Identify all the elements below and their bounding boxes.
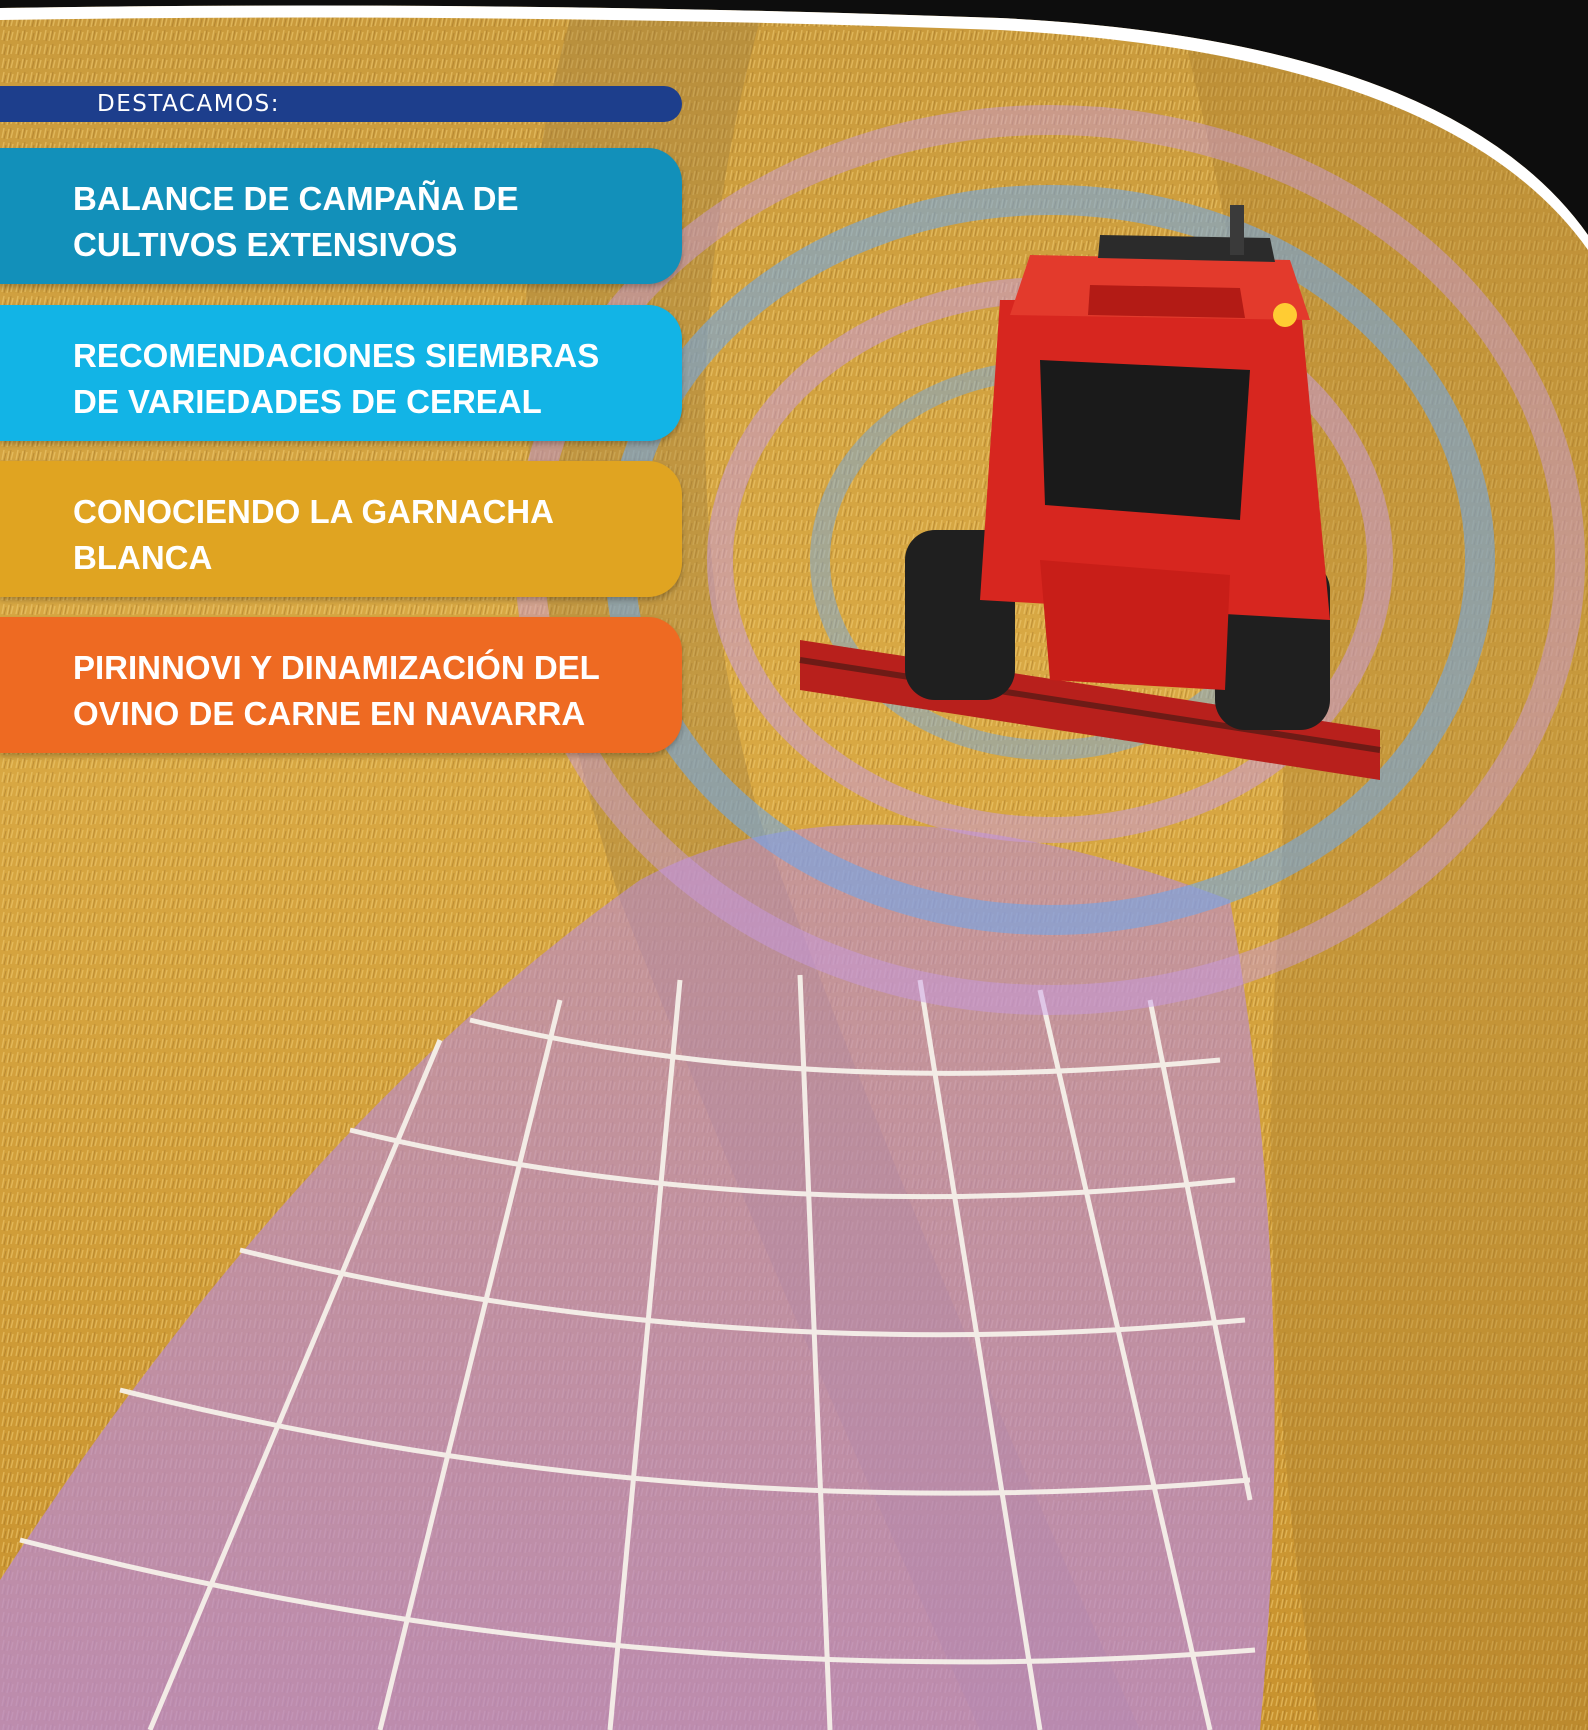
highlight-item-balance: BALANCE DE CAMPAÑA DE CULTIVOS EXTENSIVO…: [0, 148, 682, 284]
highlight-item-recomendaciones: RECOMENDACIONES SIEMBRAS DE VARIEDADES D…: [0, 305, 682, 441]
highlight-text: RECOMENDACIONES SIEMBRAS DE VARIEDADES D…: [73, 337, 600, 420]
highlights-label: DESTACAMOS:: [97, 91, 281, 117]
highlights-header: DESTACAMOS:: [0, 86, 682, 122]
highlight-text: BALANCE DE CAMPAÑA DE CULTIVOS EXTENSIVO…: [73, 180, 519, 263]
highlight-item-pirinnovi: PIRINNOVI Y DINAMIZACIÓN DEL OVINO DE CA…: [0, 617, 682, 753]
highlight-text: CONOCIENDO LA GARNACHA BLANCA: [73, 493, 554, 576]
harvester-illustration: [799, 205, 1381, 780]
highlight-item-garnacha: CONOCIENDO LA GARNACHA BLANCA: [0, 461, 682, 597]
highlight-text: PIRINNOVI Y DINAMIZACIÓN DEL OVINO DE CA…: [73, 649, 600, 732]
